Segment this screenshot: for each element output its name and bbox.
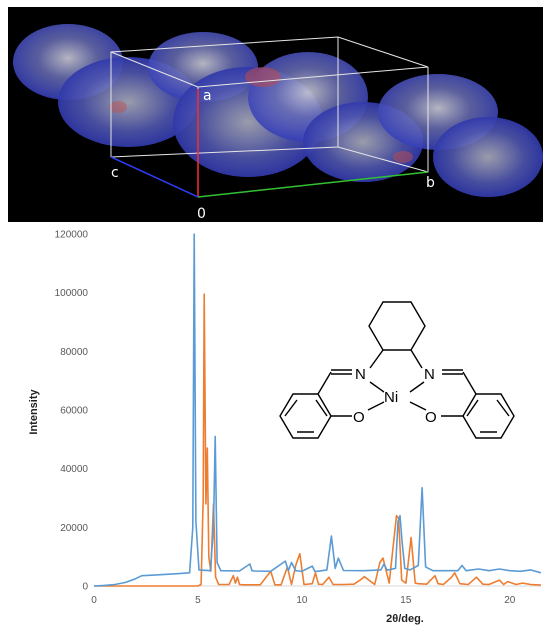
atom-n-left: N (355, 366, 366, 383)
pxrd-chart: 0 20000 40000 60000 80000 100000 120000 0 5 10 15… (28, 230, 542, 625)
origin-label: 0 (197, 206, 206, 222)
x-tick-label: 0 (91, 595, 97, 606)
x-axis-ticks: 0 5 10 15 20 (91, 595, 516, 606)
crystal-packing-image: a b c 0 (8, 7, 543, 222)
series-layer (93, 233, 542, 587)
atom-o-left: O (353, 409, 365, 426)
axis-a-label: a (203, 88, 212, 104)
y-tick-label: 0 (82, 582, 88, 593)
x-tick-label: 5 (195, 595, 201, 606)
molecule-structure (279, 301, 515, 439)
series-line-1 (93, 233, 542, 587)
x-tick-label: 10 (296, 595, 308, 606)
atom-ni: Ni (384, 389, 398, 406)
atom-o-right: O (425, 409, 437, 426)
x-tick-label: 20 (504, 595, 516, 606)
axis-b-line (197, 171, 429, 198)
axis-c-line (110, 156, 199, 198)
y-axis-title: Intensity (28, 389, 40, 435)
y-tick-label: 100000 (55, 288, 89, 299)
atom-n-right: N (424, 366, 435, 383)
y-tick-label: 60000 (60, 406, 88, 417)
cyclohexane-ring (368, 301, 426, 351)
axis-c-label: c (111, 165, 119, 181)
axis-b-label: b (426, 175, 435, 191)
series-line-2 (94, 293, 542, 587)
y-tick-label: 80000 (60, 347, 88, 358)
y-tick-label: 20000 (60, 523, 88, 534)
x-tick-label: 15 (400, 595, 412, 606)
y-tick-label: 120000 (55, 230, 89, 241)
x-axis-title: 2θ/deg. (386, 613, 424, 625)
y-axis-ticks: 0 20000 40000 60000 80000 100000 120000 (55, 230, 89, 593)
y-tick-label: 40000 (60, 464, 88, 475)
